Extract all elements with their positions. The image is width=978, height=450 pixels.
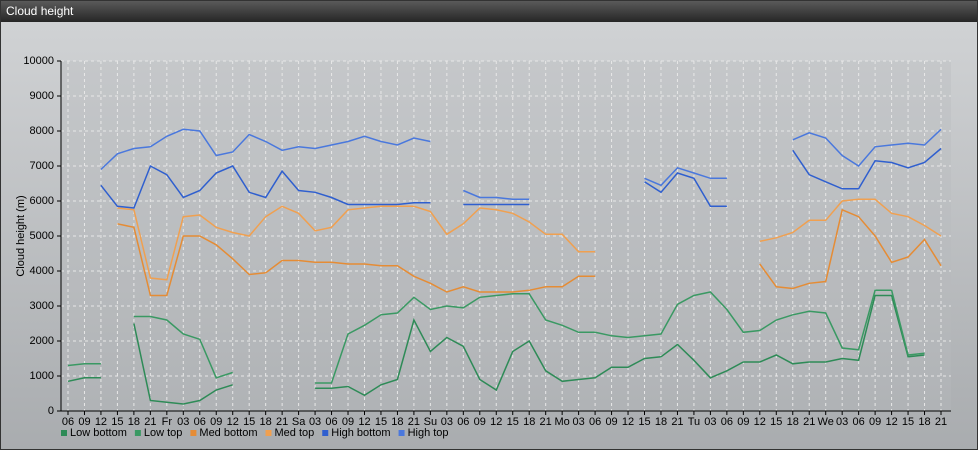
x-tick-label: 21 [803,416,815,428]
legend-item: Med top [265,427,315,439]
x-tick-label: 15 [638,416,650,428]
x-tick-label: 21 [540,416,552,428]
x-tick-label: 15 [902,416,914,428]
x-tick-label: 06 [721,416,733,428]
y-tick-label: 10000 [23,55,54,67]
legend-label: High top [408,427,449,439]
x-tick-label: 18 [655,416,667,428]
y-tick-label: 3000 [30,300,54,312]
x-tick-label: 15 [243,416,255,428]
legend-swatch [134,430,141,436]
x-tick-label: 15 [507,416,519,428]
x-tick-label: Fr [162,416,173,428]
y-tick-label: 0 [48,405,54,417]
x-tick-label: 18 [523,416,535,428]
y-tick-label: 1000 [30,370,54,382]
x-tick-label: Tu [688,416,700,428]
x-tick-label: 21 [144,416,156,428]
legend-swatch [322,430,329,436]
series-line [67,289,925,384]
x-tick-label: 18 [918,416,930,428]
x-tick-label: 21 [671,416,683,428]
legend-label: Low top [144,427,183,439]
x-tick-label: 09 [737,416,749,428]
chart-title: Cloud height [6,4,74,18]
x-tick-label: Sa [292,416,306,428]
y-axis-title: Cloud height (m) [15,195,27,276]
x-tick-label: 15 [770,416,782,428]
x-tick-label: We [818,416,834,428]
title-bar: Cloud height [1,1,977,22]
x-tick-label: 06 [457,416,469,428]
x-tick-label: 21 [408,416,420,428]
x-tick-label: 03 [441,416,453,428]
x-tick-label: Mo [555,416,570,428]
x-tick-label: 03 [177,416,189,428]
series-line [100,147,942,209]
x-tick-label: 09 [78,416,90,428]
y-tick-label: 5000 [30,230,54,242]
legend-item: Med bottom [190,427,258,439]
legend-swatch [190,430,197,436]
legend-item: High top [398,427,449,439]
x-tick-label: 21 [276,416,288,428]
legend-swatch [265,430,272,436]
x-tick-label: 18 [260,416,272,428]
x-tick-label: 12 [622,416,634,428]
y-tick-label: 6000 [30,195,54,207]
legend-label: Low bottom [70,427,127,439]
x-tick-label: 18 [391,416,403,428]
x-tick-label: 06 [589,416,601,428]
x-tick-label: 18 [787,416,799,428]
series-line [67,294,925,405]
legend-label: High bottom [331,427,390,439]
x-tick-label: 03 [572,416,584,428]
legend-label: Med top [275,427,315,439]
legend-item: Low top [134,427,183,439]
x-tick-label: 03 [836,416,848,428]
x-tick-label: 18 [128,416,140,428]
x-tick-label: 09 [210,416,222,428]
y-tick-label: 2000 [30,335,54,347]
legend-item: High bottom [322,427,391,439]
y-tick-label: 8000 [30,125,54,137]
x-tick-label: 03 [309,416,321,428]
x-tick-label: 15 [111,416,123,428]
x-tick-label: 12 [227,416,239,428]
x-tick-label: 06 [62,416,74,428]
legend-swatch [61,430,67,436]
legend-label: Med bottom [199,427,257,439]
x-tick-label: 12 [490,416,502,428]
series-line [117,208,942,297]
series-line [117,198,942,281]
x-tick-label: 06 [194,416,206,428]
x-tick-label: 09 [474,416,486,428]
chart: Cloud height (m) 0 1000 2000 3000 4000 5000 60… [15,55,951,439]
legend-item: Low bottom [61,427,127,439]
y-tick-label: 4000 [30,265,54,277]
y-tick-label: 7000 [30,160,54,172]
legend-swatch [398,430,405,436]
x-tick-label: 21 [935,416,947,428]
x-tick-label: 06 [853,416,865,428]
x-tick-label: 09 [605,416,617,428]
x-tick-label: 12 [885,416,897,428]
x-tick-label: 09 [342,416,354,428]
series-line [100,128,942,201]
y-tick-label: 9000 [30,90,54,102]
x-tick-label: 15 [375,416,387,428]
x-tick-label: 12 [754,416,766,428]
x-tick-label: 03 [704,416,716,428]
x-tick-label: 09 [869,416,881,428]
x-tick-label: 12 [95,416,107,428]
x-tick-label: 06 [325,416,337,428]
x-tick-label: Su [424,416,437,428]
x-tick-label: 12 [358,416,370,428]
